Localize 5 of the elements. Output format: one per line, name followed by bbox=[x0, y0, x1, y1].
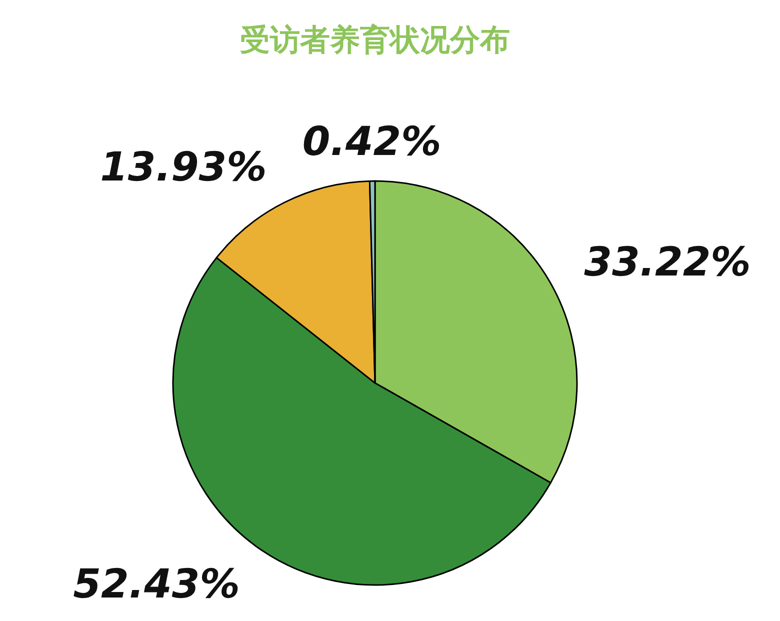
data-label: 0.42% bbox=[302, 119, 442, 166]
data-label: 33.22% bbox=[584, 239, 751, 286]
chart-title: 受访者养育状况分布 bbox=[240, 23, 510, 58]
data-label: 52.43% bbox=[73, 562, 240, 608]
data-label: 13.93% bbox=[100, 144, 267, 191]
